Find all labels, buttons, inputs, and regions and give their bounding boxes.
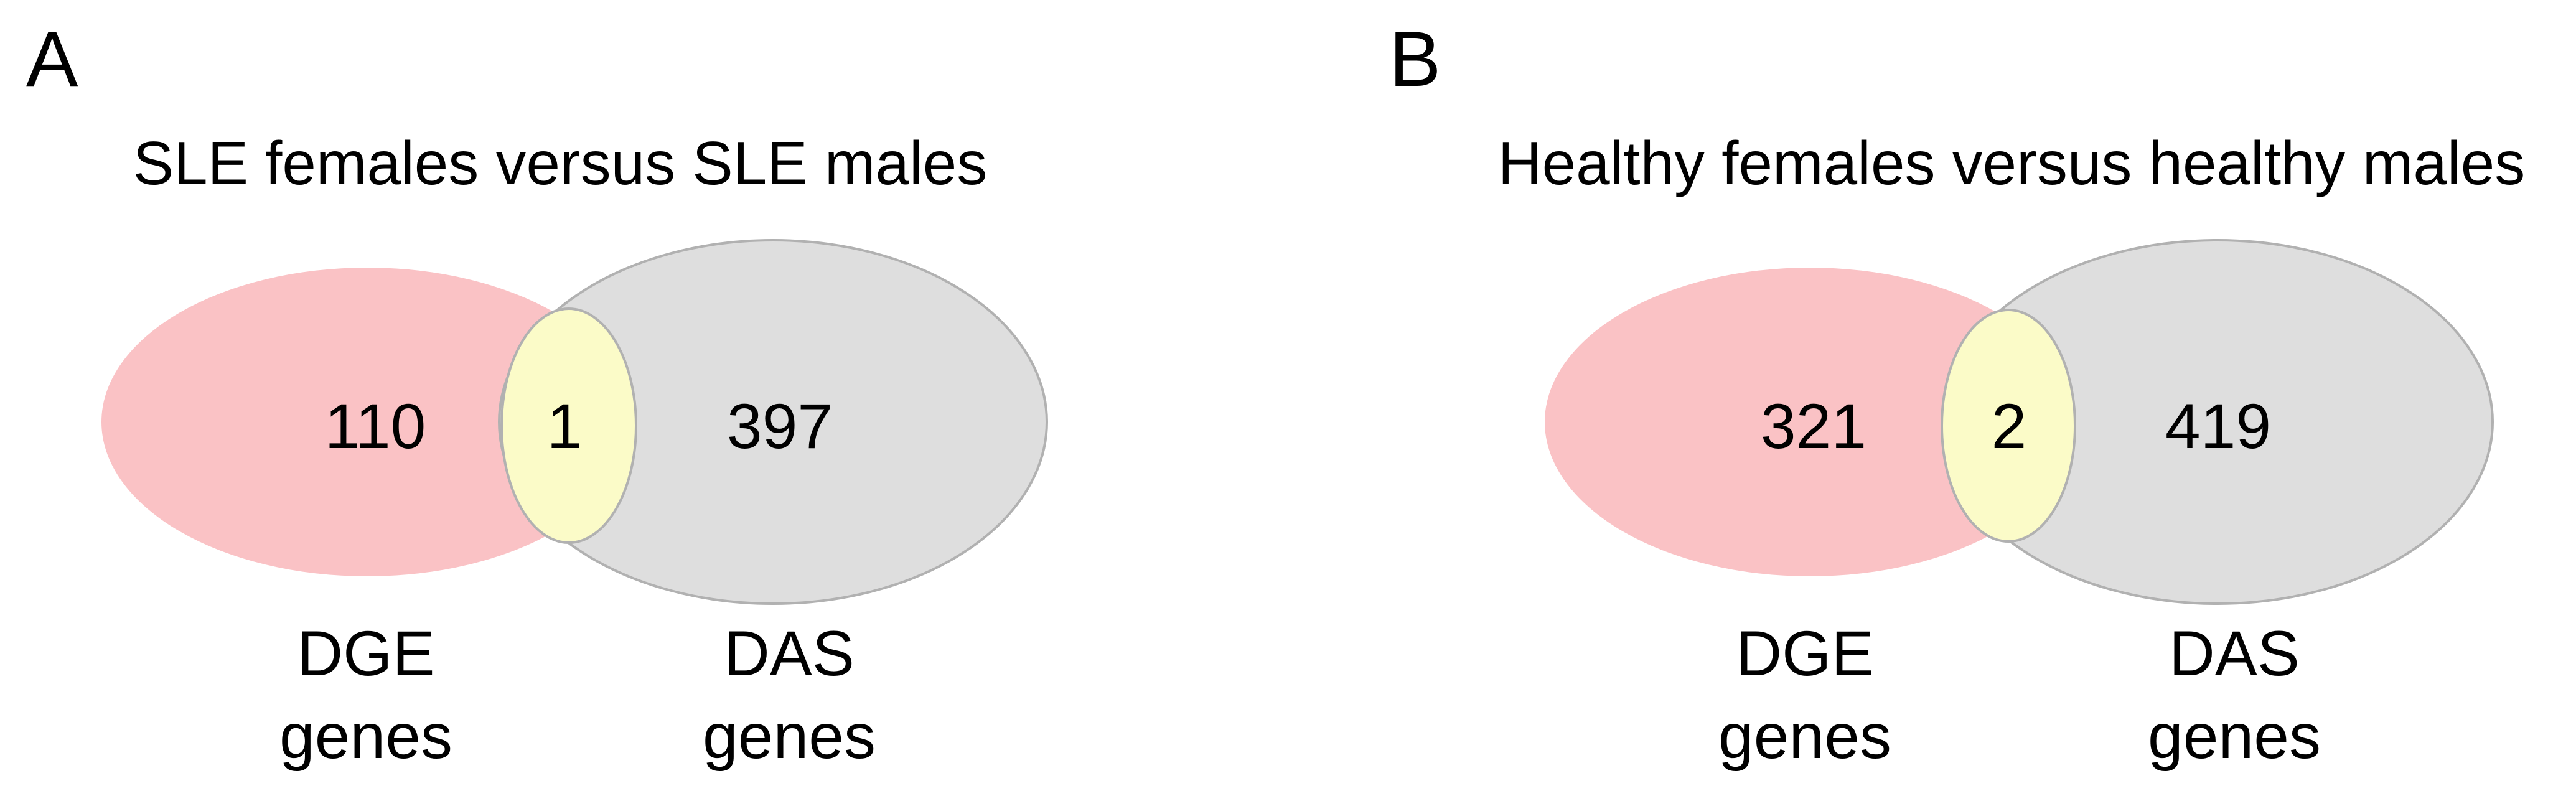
panel-a-das-label-line2: genes bbox=[703, 701, 876, 772]
panel-b-dge-label-line1: DGE bbox=[1736, 618, 1873, 689]
panel-b-overlap-ellipse bbox=[1941, 309, 2076, 543]
panel-b-dge-ellipse bbox=[1545, 268, 2075, 576]
panel-a-overlap-count: 1 bbox=[547, 391, 583, 462]
panel-b-letter: B bbox=[1389, 16, 1441, 103]
panel-a-dge-label-line2: genes bbox=[279, 701, 452, 772]
panel-a-letter: A bbox=[26, 16, 78, 103]
panel-a-dge-label-line1: DGE bbox=[297, 618, 434, 689]
panel-a: A SLE females versus SLE males 110 1 397… bbox=[26, 16, 1048, 772]
panel-b-dge-label-line2: genes bbox=[1718, 701, 1891, 772]
panel-a-dge-ellipse bbox=[101, 268, 633, 576]
panel-b-das-count: 419 bbox=[2165, 391, 2271, 462]
panel-a-title: SLE females versus SLE males bbox=[133, 129, 988, 197]
panel-b-das-label-line1: DAS bbox=[2169, 618, 2300, 689]
panel-a-overlap-ellipse bbox=[500, 307, 637, 544]
panel-b-title: Healthy females versus healthy males bbox=[1498, 129, 2525, 197]
panel-b-overlap-count: 2 bbox=[1992, 391, 2027, 462]
panel-a-dge-count: 110 bbox=[325, 391, 426, 462]
panel-a-das-count: 397 bbox=[727, 391, 833, 462]
panel-b-das-label-line2: genes bbox=[2148, 701, 2321, 772]
panel-a-das-ellipse bbox=[498, 239, 1048, 605]
panel-b-dge-count: 321 bbox=[1761, 391, 1866, 462]
panel-a-das-label-line1: DAS bbox=[724, 618, 855, 689]
panel-b: B Healthy females versus healthy males 3… bbox=[1389, 16, 2525, 772]
